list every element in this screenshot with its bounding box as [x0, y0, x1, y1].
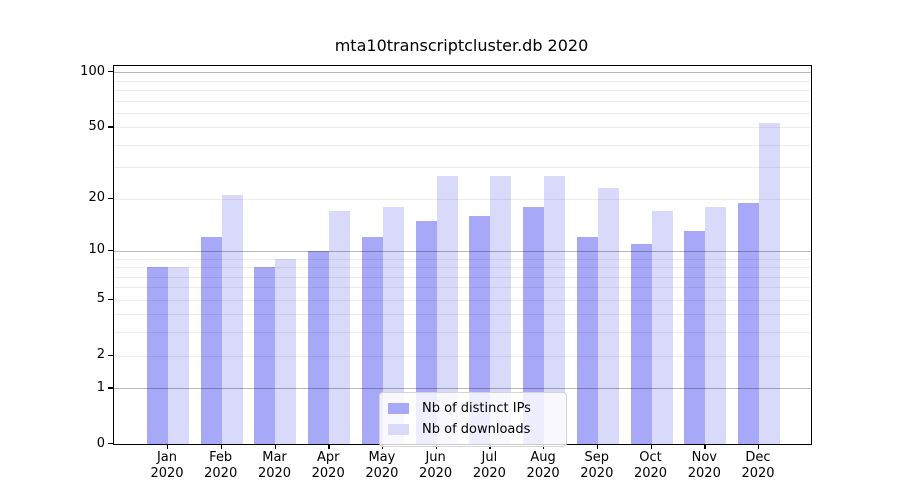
bar-downloads-feb	[221, 194, 243, 444]
x-tick-label-nov: Nov 2020	[687, 450, 721, 481]
bar-distinct-ips-sep	[576, 237, 598, 444]
x-tick-mark-jan	[167, 444, 169, 449]
x-tick-mark-mar	[274, 444, 276, 449]
chart-title: mta10transcriptcluster.db 2020	[334, 36, 589, 55]
y-tick-label-1: 1	[96, 379, 105, 395]
legend-row-distinct-ips: Nb of distinct IPs	[388, 398, 558, 419]
x-tick-label-aug: Aug 2020	[526, 450, 560, 481]
legend-label-distinct-ips: Nb of distinct IPs	[422, 401, 531, 416]
x-tick-mark-apr	[328, 444, 330, 449]
bar-distinct-ips-feb	[200, 237, 222, 444]
y-tick-mark-10	[108, 249, 113, 252]
y-tick-mark-0	[108, 443, 113, 445]
legend-swatch-downloads	[388, 424, 409, 435]
bar-downloads-jan	[168, 267, 189, 444]
bar-downloads-dec	[759, 122, 780, 444]
y-tick-label-100: 100	[80, 63, 105, 79]
bar-downloads-jul	[490, 175, 512, 444]
bar-distinct-ips-aug	[523, 206, 545, 444]
legend-row-downloads: Nb of downloads	[388, 419, 558, 440]
x-tick-label-sep: Sep 2020	[580, 450, 614, 481]
bar-distinct-ips-nov	[684, 231, 706, 444]
bar-distinct-ips-oct	[630, 243, 652, 444]
legend-swatch-distinct-ips	[388, 403, 409, 414]
y-tick-label-5: 5	[96, 291, 105, 307]
bar-distinct-ips-apr	[308, 250, 330, 444]
x-tick-label-dec: Dec 2020	[741, 450, 775, 481]
x-tick-mark-feb	[220, 444, 223, 449]
x-tick-label-jul: Jul 2020	[472, 450, 506, 481]
bar-downloads-may	[382, 206, 404, 444]
y-tick-label-0: 0	[96, 435, 105, 451]
y-tick-label-10: 10	[88, 242, 105, 258]
legend: Nb of distinct IPs Nb of downloads	[379, 392, 567, 447]
y-tick-mark-100	[108, 71, 113, 73]
y-tick-label-20: 20	[88, 190, 105, 206]
y-tick-mark-20	[108, 197, 113, 200]
bar-downloads-mar	[275, 258, 297, 444]
x-tick-mark-sep	[596, 444, 599, 449]
bar-downloads-apr	[329, 211, 351, 444]
x-tick-label-oct: Oct 2020	[633, 450, 668, 481]
y-tick-mark-2	[108, 354, 113, 356]
bar-distinct-ips-mar	[254, 267, 276, 444]
y-tick-mark-5	[108, 298, 113, 300]
bar-downloads-aug	[544, 175, 566, 444]
x-tick-label-feb: Feb 2020	[204, 450, 238, 481]
x-tick-label-jun: Jun 2020	[419, 450, 453, 481]
bar-downloads-sep	[597, 187, 619, 444]
plot-area: Nb of distinct IPs Nb of downloads	[113, 65, 812, 447]
y-tick-label-2: 2	[96, 347, 105, 362]
x-tick-mark-dec	[758, 444, 760, 449]
x-tick-label-may: May 2020	[365, 450, 399, 481]
x-tick-label-jan: Jan 2020	[150, 450, 184, 481]
bar-distinct-ips-jun	[415, 220, 437, 444]
y-tick-mark-1	[108, 387, 113, 389]
bar-downloads-oct	[651, 211, 673, 444]
bar-distinct-ips-jan	[147, 267, 168, 444]
legend-label-downloads: Nb of downloads	[422, 422, 531, 437]
bar-distinct-ips-may	[361, 237, 383, 444]
y-tick-mark-50	[108, 126, 113, 128]
bars-layer	[114, 66, 811, 444]
bar-distinct-ips-dec	[738, 202, 759, 444]
bar-downloads-nov	[705, 206, 727, 444]
x-tick-mark-nov	[704, 444, 706, 449]
x-tick-label-mar: Mar 2020	[257, 450, 292, 481]
x-tick-mark-oct	[650, 444, 652, 449]
x-tick-label-apr: Apr 2020	[311, 450, 345, 481]
bar-distinct-ips-jul	[469, 215, 491, 444]
y-tick-label-50: 50	[88, 118, 105, 134]
bar-downloads-jun	[436, 175, 458, 444]
